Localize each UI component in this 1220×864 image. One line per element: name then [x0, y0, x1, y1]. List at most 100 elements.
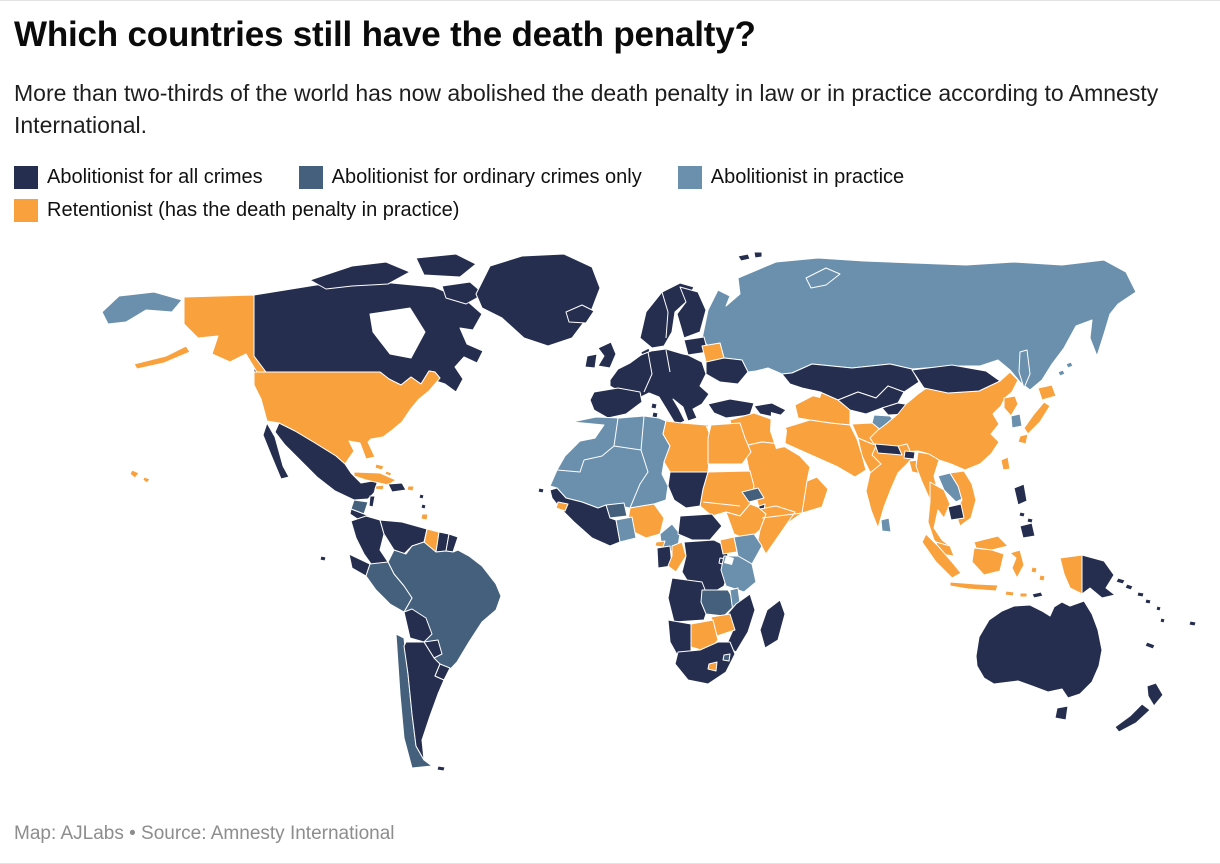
territory-falkland-islands [436, 765, 446, 772]
country-bahamas [374, 463, 393, 477]
country-cambodia [947, 503, 965, 521]
legend-label: Abolitionist for all crimes [47, 166, 263, 189]
lake-victoria [724, 556, 734, 566]
country-peru [365, 561, 413, 613]
country-papua-new-guinea [1081, 554, 1134, 599]
indonesia-lesser-sunda [1004, 590, 1028, 598]
arctic-island [415, 253, 477, 278]
territory-new-caledonia [1144, 641, 1156, 650]
country-fiji [1188, 620, 1197, 627]
country-australia [975, 600, 1103, 699]
region-lesser-antilles [418, 493, 427, 510]
country-usa [129, 294, 441, 484]
country-north-korea [1003, 395, 1019, 417]
country-madagascar [759, 599, 786, 649]
country-chad [667, 471, 709, 509]
credit-line: Map: AJLabs • Source: Amnesty Internatio… [14, 823, 395, 845]
country-south-africa [674, 641, 736, 685]
country-bolivia [403, 608, 433, 643]
philippines-visayas [1018, 511, 1034, 524]
country-taiwan [1000, 456, 1011, 471]
country-ecuador-galapagos [319, 555, 327, 562]
australia-tasmania [1054, 705, 1069, 721]
country-russia [101, 257, 1137, 391]
country-tanzania [720, 555, 757, 593]
country-nepal [874, 443, 903, 456]
russia-chukotka [101, 291, 183, 325]
country-iran [783, 419, 867, 478]
country-indonesia [921, 533, 1083, 598]
country-ireland [584, 353, 598, 369]
country-ukraine [705, 357, 749, 385]
country-kenya [733, 533, 763, 565]
country-bhutan [903, 450, 916, 460]
region-hispaniola [387, 482, 407, 493]
country-colombia [350, 515, 389, 569]
country-mongolia [911, 364, 1001, 394]
usa-alaska [183, 294, 267, 375]
country-eritrea [741, 487, 765, 503]
region-ghana-togo-benin [615, 516, 637, 543]
legend-swatch-abolitionist-practice-icon [677, 166, 702, 190]
internal-country-borders [556, 291, 808, 519]
country-mexico [274, 422, 379, 501]
country-congo [667, 541, 687, 573]
country-somalia [757, 505, 796, 555]
country-eswatini [722, 653, 731, 662]
usa-aleutians [133, 345, 191, 370]
country-solomon-islands [1136, 591, 1152, 605]
country-belize [368, 495, 376, 508]
legend-label: Abolitionist for ordinary crimes only [331, 166, 642, 189]
legend: Abolitionist for all crimes Abolitionist… [14, 166, 1114, 223]
territory-puerto-rico [406, 485, 415, 492]
country-iceland [565, 304, 595, 324]
country-canada-arctic-islands [309, 253, 485, 305]
country-uzbekistan [837, 385, 905, 415]
legend-swatch-abolitionist-all-icon [14, 166, 38, 190]
world-map [14, 244, 1206, 811]
legend-label: Abolitionist in practice [710, 166, 905, 189]
country-japan [1017, 384, 1057, 445]
country-timor-leste [1031, 591, 1044, 599]
legend-item-abolitionist-practice: Abolitionist in practice [677, 166, 905, 190]
legend-item-retentionist: Retentionist (has the death penalty in p… [14, 199, 459, 223]
country-mexico-baja [262, 422, 290, 480]
country-jamaica [374, 484, 385, 491]
subtitle: More than two-thirds of the world has no… [14, 79, 1159, 139]
japan-kyushu [1017, 433, 1029, 445]
aral-sea [812, 390, 822, 399]
country-uruguay [434, 663, 451, 681]
nz-north-island [1146, 682, 1164, 707]
country-libya [662, 420, 712, 477]
country-thailand [927, 481, 951, 553]
png-mainland [1081, 554, 1116, 599]
country-new-zealand [1114, 682, 1164, 733]
country-guinea-bissau [555, 501, 569, 512]
png-new-britain [1115, 577, 1134, 591]
indonesia-west-papua [1059, 554, 1083, 595]
usa-hawaii [129, 469, 151, 484]
country-south-korea [1010, 413, 1023, 429]
legend-swatch-retentionist-icon [14, 199, 38, 223]
country-argentina [403, 641, 445, 761]
country-philippines [1013, 483, 1036, 539]
country-greenland [475, 253, 601, 347]
country-central-african-republic [677, 513, 723, 541]
country-egypt [707, 422, 752, 465]
malaysia-borneo [973, 535, 1009, 551]
nz-south-island [1114, 703, 1151, 733]
russia-novaya-zemlya [805, 267, 841, 289]
region-iberia [589, 387, 643, 419]
region-europe-mainland [609, 348, 710, 426]
country-united-kingdom [597, 341, 617, 369]
japan-hokkaido [1037, 384, 1057, 401]
world-choropleth-svg [101, 251, 1197, 772]
japan-honshu [1023, 401, 1051, 435]
country-finland [676, 286, 707, 339]
page-title: Which countries still have the death pen… [14, 15, 756, 54]
indonesia-moluccas [1030, 566, 1046, 582]
country-vanuatu [1155, 605, 1166, 624]
caspian-sea [770, 412, 787, 450]
usa-mainland [253, 370, 441, 465]
